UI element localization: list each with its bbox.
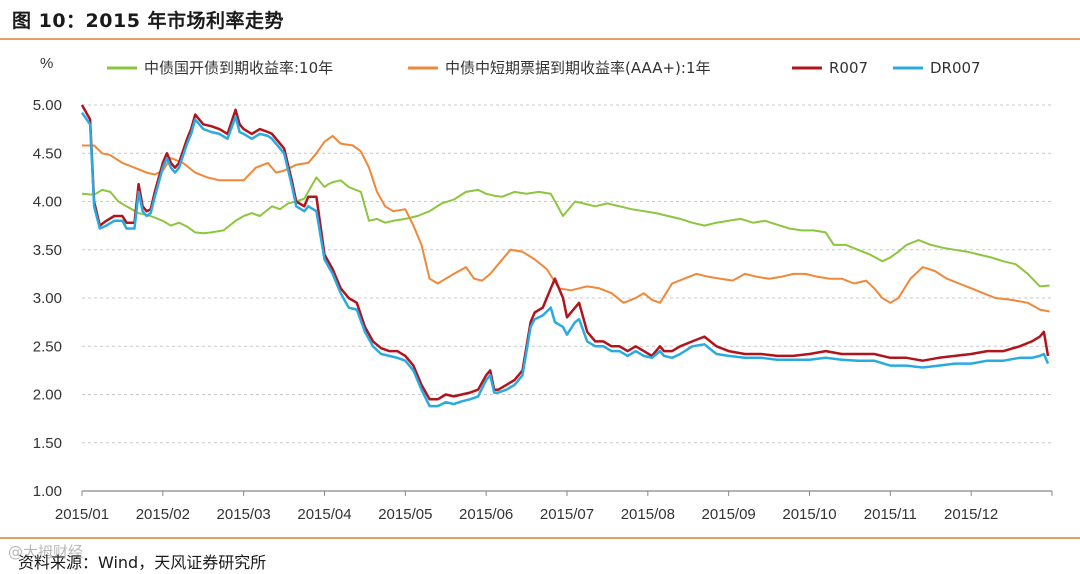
figure-title: 图 10：2015 年市场利率走势	[12, 10, 285, 32]
y-axis-ticks: 1.00 1.50 2.00 2.50 3.00 3.50 4.00 4.50 5.00	[33, 97, 62, 500]
x-tick-label: 2015/12	[944, 506, 998, 523]
y-tick-label: 4.50	[33, 145, 62, 162]
y-tick-label: 3.50	[33, 242, 62, 259]
x-tick-label: 2015/03	[217, 506, 271, 523]
x-tick-label: 2015/05	[378, 506, 432, 523]
x-tick-label: 2015/06	[459, 506, 513, 523]
x-tick-label: 2015/08	[621, 506, 675, 523]
legend-label: 中债国开债到期收益率:10年	[144, 59, 333, 77]
y-tick-label: 4.00	[33, 194, 62, 211]
y-tick-label: 3.00	[33, 290, 62, 307]
x-tick-label: 2015/07	[540, 506, 594, 523]
x-tick-label: 2015/01	[55, 506, 109, 523]
source-note: 资料来源：Wind，天风证券研究所	[18, 553, 267, 572]
legend-label: R007	[829, 59, 868, 77]
watermark: @大拇财经	[8, 543, 84, 561]
legend: 中债国开债到期收益率:10年 中债中短期票据到期收益率(AAA+):1年 R007 D…	[107, 59, 981, 77]
y-tick-label: 2.00	[33, 387, 62, 404]
x-tick-label: 2015/04	[297, 506, 351, 523]
legend-item-cdb-10y: 中债国开债到期收益率:10年	[107, 59, 333, 77]
y-tick-label: 2.50	[33, 338, 62, 355]
series-line-mtn-1y	[82, 134, 1050, 313]
y-tick-label: 1.50	[33, 435, 62, 452]
legend-item-r007: R007	[792, 59, 868, 77]
series-line-dr007	[80, 111, 1050, 408]
series-line-cdb-10y	[81, 176, 1050, 288]
x-tick-label: 2015/09	[702, 506, 756, 523]
series-group	[80, 104, 1050, 408]
bottom-rule	[0, 537, 1080, 539]
legend-item-mtn-1y: 中债中短期票据到期收益率(AAA+):1年	[408, 59, 711, 77]
y-tick-label: 1.00	[33, 483, 62, 500]
legend-label: 中债中短期票据到期收益率(AAA+):1年	[445, 59, 711, 77]
legend-label: DR007	[930, 59, 981, 77]
series-line-r007	[80, 104, 1050, 401]
x-tick-label: 2015/10	[782, 506, 836, 523]
x-tick-label: 2015/11	[864, 506, 917, 523]
y-tick-label: 5.00	[33, 97, 62, 114]
x-axis: 2015/01 2015/02 2015/03 2015/04 2015/05 2015/…	[55, 490, 1053, 523]
grid-lines	[82, 104, 1052, 444]
legend-item-dr007: DR007	[893, 59, 981, 77]
top-rule	[0, 38, 1080, 40]
line-chart: % 中债国开债到期收益率:10年 中债中短期票据到期收益率(AAA+):1年 R00…	[33, 55, 1053, 523]
y-unit-label: %	[40, 55, 53, 72]
x-tick-label: 2015/02	[136, 506, 190, 523]
